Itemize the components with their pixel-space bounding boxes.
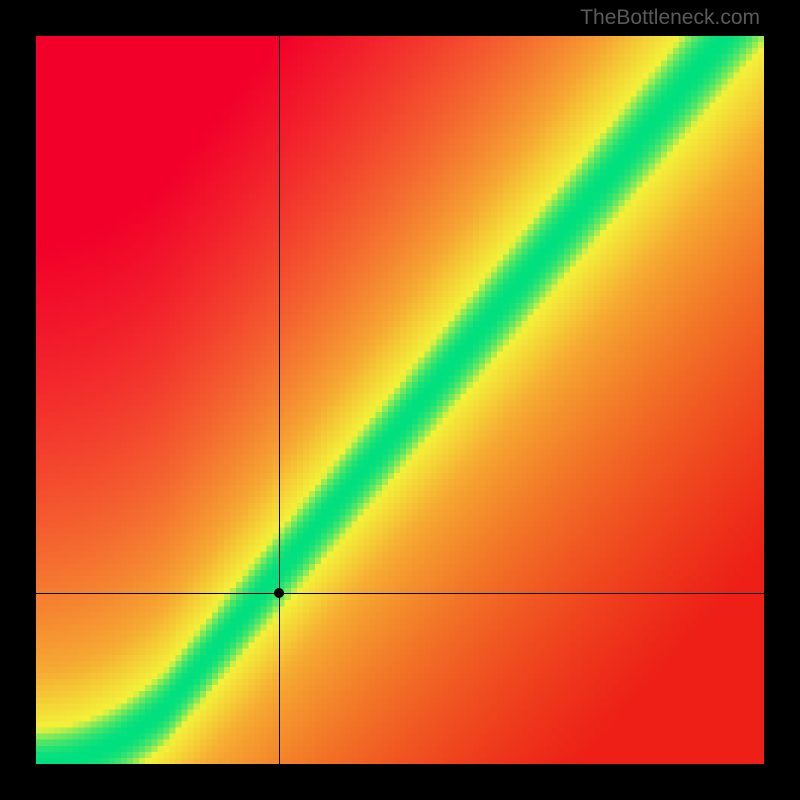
crosshair-horizontal — [36, 593, 764, 594]
watermark-text: TheBottleneck.com — [580, 6, 760, 30]
crosshair-vertical — [279, 36, 280, 764]
marker-point — [274, 588, 284, 598]
heatmap-plot — [36, 36, 764, 764]
heatmap-canvas — [36, 36, 764, 764]
